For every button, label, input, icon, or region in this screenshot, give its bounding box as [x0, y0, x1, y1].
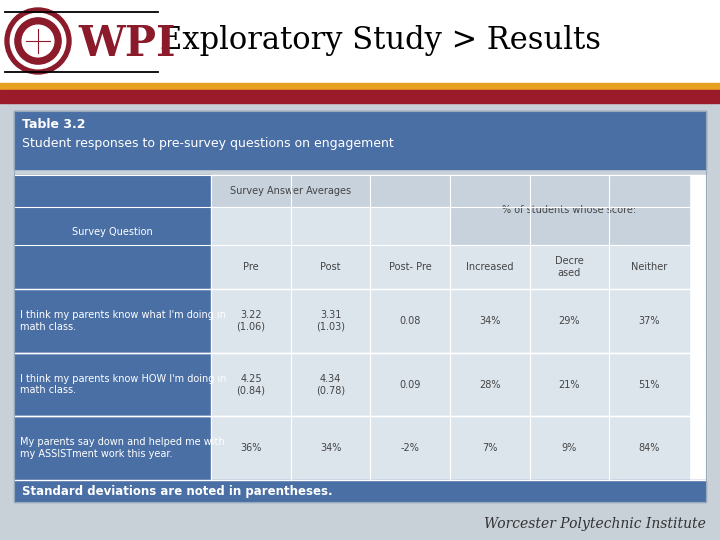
Text: Worcester Polytechnic Institute: Worcester Polytechnic Institute	[484, 517, 706, 531]
Bar	[211, 353, 291, 416]
Text: I think my parents know what I'm doing in
math class.: I think my parents know what I'm doing i…	[20, 310, 226, 332]
Bar	[14, 175, 706, 502]
Bar	[609, 245, 689, 289]
Text: Survey Question: Survey Question	[72, 227, 153, 237]
Text: 29%: 29%	[559, 316, 580, 326]
Text: % of students whose score:: % of students whose score:	[503, 205, 636, 215]
Text: I think my parents know HOW I'm doing in
math class.: I think my parents know HOW I'm doing in…	[20, 374, 227, 395]
Bar	[609, 289, 689, 353]
Bar	[14, 111, 706, 502]
Text: 0.08: 0.08	[400, 316, 421, 326]
Bar	[529, 416, 609, 480]
Text: Decre
ased: Decre ased	[555, 256, 584, 278]
Text: 28%: 28%	[479, 380, 500, 390]
Text: Exploratory Study > Results: Exploratory Study > Results	[160, 25, 600, 57]
Bar	[291, 353, 370, 416]
Text: WPI: WPI	[78, 23, 176, 65]
Bar	[0, 0, 720, 83]
Text: Table 3.2: Table 3.2	[22, 118, 86, 132]
Bar	[450, 245, 529, 289]
Text: 4.34
(0.78): 4.34 (0.78)	[316, 374, 345, 395]
Bar	[370, 245, 450, 289]
Bar	[14, 111, 706, 169]
Bar	[14, 353, 211, 416]
Bar	[370, 289, 450, 353]
Text: 4.25
(0.84): 4.25 (0.84)	[236, 374, 266, 395]
Text: 7%: 7%	[482, 443, 498, 453]
Bar	[370, 353, 450, 416]
Text: My parents say down and helped me with
my ASSISTment work this year.: My parents say down and helped me with m…	[20, 437, 225, 459]
Bar	[14, 175, 211, 289]
Circle shape	[22, 25, 54, 57]
Text: 37%: 37%	[638, 316, 660, 326]
Bar	[211, 245, 291, 289]
Text: 0.09: 0.09	[400, 380, 421, 390]
Circle shape	[5, 8, 71, 74]
Bar	[529, 353, 609, 416]
Bar	[529, 289, 609, 353]
Text: 34%: 34%	[479, 316, 500, 326]
Bar	[609, 353, 689, 416]
Bar	[370, 207, 450, 245]
Text: 9%: 9%	[562, 443, 577, 453]
Bar	[211, 416, 291, 480]
Text: 21%: 21%	[559, 380, 580, 390]
Text: Post: Post	[320, 262, 341, 272]
Bar	[291, 289, 370, 353]
Text: 3.22
(1.06): 3.22 (1.06)	[236, 310, 266, 332]
Bar	[14, 289, 211, 353]
Bar	[291, 207, 370, 245]
Circle shape	[15, 18, 61, 64]
Text: Post- Pre: Post- Pre	[389, 262, 431, 272]
Bar	[291, 245, 370, 289]
Bar	[0, 83, 720, 90]
Bar	[450, 353, 529, 416]
Text: 3.31
(1.03): 3.31 (1.03)	[316, 310, 345, 332]
Text: -2%: -2%	[401, 443, 420, 453]
Circle shape	[10, 14, 66, 69]
Bar	[370, 416, 450, 480]
Text: 51%: 51%	[638, 380, 660, 390]
Bar	[450, 175, 689, 245]
Text: Neither: Neither	[631, 262, 667, 272]
Text: Pre: Pre	[243, 262, 258, 272]
Text: 34%: 34%	[320, 443, 341, 453]
Text: Increased: Increased	[466, 262, 513, 272]
Text: Survey Answer Averages: Survey Answer Averages	[230, 186, 351, 196]
Bar	[370, 175, 450, 207]
Bar	[450, 289, 529, 353]
Bar	[0, 90, 720, 103]
Bar	[14, 480, 706, 502]
Text: Standard deviations are noted in parentheses.: Standard deviations are noted in parenth…	[22, 484, 333, 497]
Bar	[529, 245, 609, 289]
Bar	[609, 416, 689, 480]
Text: Student responses to pre-survey questions on engagement: Student responses to pre-survey question…	[22, 137, 394, 150]
Bar	[211, 289, 291, 353]
Bar	[211, 207, 291, 245]
Bar	[211, 175, 370, 207]
Text: 84%: 84%	[638, 443, 660, 453]
Text: 36%: 36%	[240, 443, 261, 453]
Bar	[450, 416, 529, 480]
Bar	[14, 416, 211, 480]
Bar	[291, 416, 370, 480]
